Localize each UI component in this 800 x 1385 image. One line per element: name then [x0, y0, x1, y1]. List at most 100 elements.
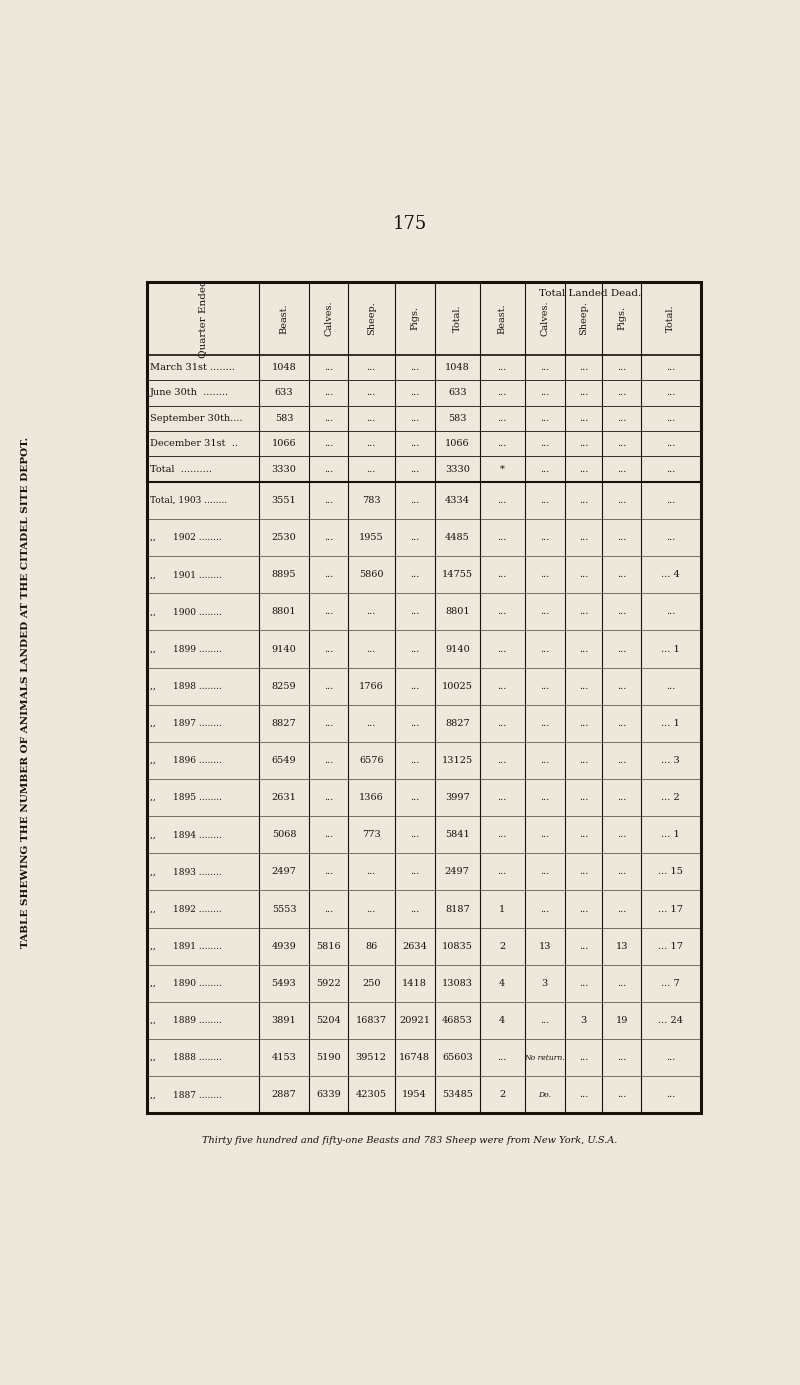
- Text: Sheep.: Sheep.: [579, 302, 588, 335]
- Text: 1066: 1066: [272, 439, 296, 449]
- Text: ,,      1888 ........: ,, 1888 ........: [150, 1053, 222, 1062]
- Text: ...: ...: [498, 388, 507, 397]
- Text: ...: ...: [410, 756, 419, 765]
- Text: 5922: 5922: [316, 979, 341, 988]
- Text: ,,      1890 ........: ,, 1890 ........: [150, 979, 222, 988]
- Text: ,,      1887 ........: ,, 1887 ........: [150, 1090, 222, 1100]
- Text: ...: ...: [540, 756, 550, 765]
- Text: ...: ...: [410, 533, 419, 542]
- Text: 16837: 16837: [356, 1017, 386, 1025]
- Text: ...: ...: [498, 571, 507, 579]
- Text: 5816: 5816: [316, 942, 341, 950]
- Text: 5204: 5204: [316, 1017, 341, 1025]
- Text: 10025: 10025: [442, 681, 473, 691]
- Text: ...: ...: [579, 979, 588, 988]
- Text: 1366: 1366: [359, 794, 384, 802]
- Text: 773: 773: [362, 830, 381, 839]
- Text: ...: ...: [666, 496, 675, 506]
- Text: 3997: 3997: [445, 794, 470, 802]
- Text: ...: ...: [540, 608, 550, 616]
- Text: ...: ...: [540, 465, 550, 474]
- Text: ...: ...: [498, 439, 507, 449]
- Text: ...: ...: [498, 794, 507, 802]
- Text: ...: ...: [666, 388, 675, 397]
- Text: 13: 13: [615, 942, 628, 950]
- Text: 3330: 3330: [445, 465, 470, 474]
- Text: ...: ...: [617, 363, 626, 373]
- Text: ...: ...: [617, 414, 626, 422]
- Text: 633: 633: [448, 388, 466, 397]
- Text: Total, 1903 ........: Total, 1903 ........: [150, 496, 226, 506]
- Text: 13083: 13083: [442, 979, 473, 988]
- Bar: [146, 281, 701, 1114]
- Text: ,,      1892 ........: ,, 1892 ........: [150, 904, 222, 914]
- Text: ...: ...: [617, 571, 626, 579]
- Text: Calves.: Calves.: [324, 301, 333, 337]
- Text: ...: ...: [498, 496, 507, 506]
- Text: ...: ...: [540, 414, 550, 422]
- Text: ...: ...: [410, 681, 419, 691]
- Text: 2: 2: [499, 1090, 506, 1100]
- Text: 783: 783: [362, 496, 381, 506]
- Text: ...: ...: [324, 465, 334, 474]
- Text: Quarter Ended: Quarter Ended: [198, 278, 207, 357]
- Text: 2887: 2887: [272, 1090, 297, 1100]
- Text: ...: ...: [617, 388, 626, 397]
- Text: ...: ...: [540, 439, 550, 449]
- Text: 633: 633: [274, 388, 294, 397]
- Text: ...: ...: [410, 794, 419, 802]
- Text: 9140: 9140: [445, 644, 470, 654]
- Text: 20921: 20921: [399, 1017, 430, 1025]
- Text: ...: ...: [324, 904, 334, 914]
- Text: ...: ...: [410, 388, 419, 397]
- Text: ...: ...: [498, 830, 507, 839]
- Text: 6339: 6339: [316, 1090, 341, 1100]
- Text: 4939: 4939: [272, 942, 297, 950]
- Text: *: *: [500, 465, 505, 474]
- Text: ,,      1897 ........: ,, 1897 ........: [150, 719, 222, 729]
- Text: ...: ...: [540, 533, 550, 542]
- Text: ...: ...: [617, 644, 626, 654]
- Text: 13: 13: [538, 942, 551, 950]
- Text: ,,      1901 ........: ,, 1901 ........: [150, 571, 222, 579]
- Text: ...: ...: [324, 363, 334, 373]
- Text: 5841: 5841: [445, 830, 470, 839]
- Text: ,,      1894 ........: ,, 1894 ........: [150, 830, 222, 839]
- Text: 5493: 5493: [272, 979, 297, 988]
- Text: ...: ...: [324, 571, 334, 579]
- Text: ...: ...: [617, 830, 626, 839]
- Text: 3: 3: [542, 979, 548, 988]
- Text: ...: ...: [410, 439, 419, 449]
- Text: ...: ...: [366, 363, 376, 373]
- Text: ...: ...: [617, 904, 626, 914]
- Text: Total Landed Dead.: Total Landed Dead.: [539, 288, 642, 298]
- Text: ...: ...: [579, 533, 588, 542]
- Text: ,,      1889 ........: ,, 1889 ........: [150, 1017, 222, 1025]
- Text: ...: ...: [498, 533, 507, 542]
- Text: 39512: 39512: [356, 1053, 386, 1062]
- Text: 583: 583: [275, 414, 294, 422]
- Text: 583: 583: [448, 414, 466, 422]
- Text: 65603: 65603: [442, 1053, 473, 1062]
- Text: ...: ...: [410, 363, 419, 373]
- Text: Pigs.: Pigs.: [617, 306, 626, 331]
- Text: Pigs.: Pigs.: [410, 306, 419, 331]
- Text: December 31st  ..: December 31st ..: [150, 439, 238, 449]
- Text: ...: ...: [366, 904, 376, 914]
- Text: ...: ...: [579, 496, 588, 506]
- Text: ...: ...: [366, 414, 376, 422]
- Text: ...: ...: [498, 414, 507, 422]
- Text: ,,      1900 ........: ,, 1900 ........: [150, 608, 222, 616]
- Text: ...: ...: [579, 1090, 588, 1100]
- Text: 2: 2: [499, 942, 506, 950]
- Text: ...: ...: [366, 439, 376, 449]
- Text: March 31st ........: March 31st ........: [150, 363, 234, 373]
- Text: ...: ...: [579, 719, 588, 729]
- Text: ...: ...: [579, 681, 588, 691]
- Text: Beast.: Beast.: [498, 303, 506, 334]
- Text: ...: ...: [540, 644, 550, 654]
- Text: ...: ...: [324, 608, 334, 616]
- Text: ...: ...: [666, 1090, 675, 1100]
- Text: ...: ...: [540, 681, 550, 691]
- Text: ...: ...: [366, 465, 376, 474]
